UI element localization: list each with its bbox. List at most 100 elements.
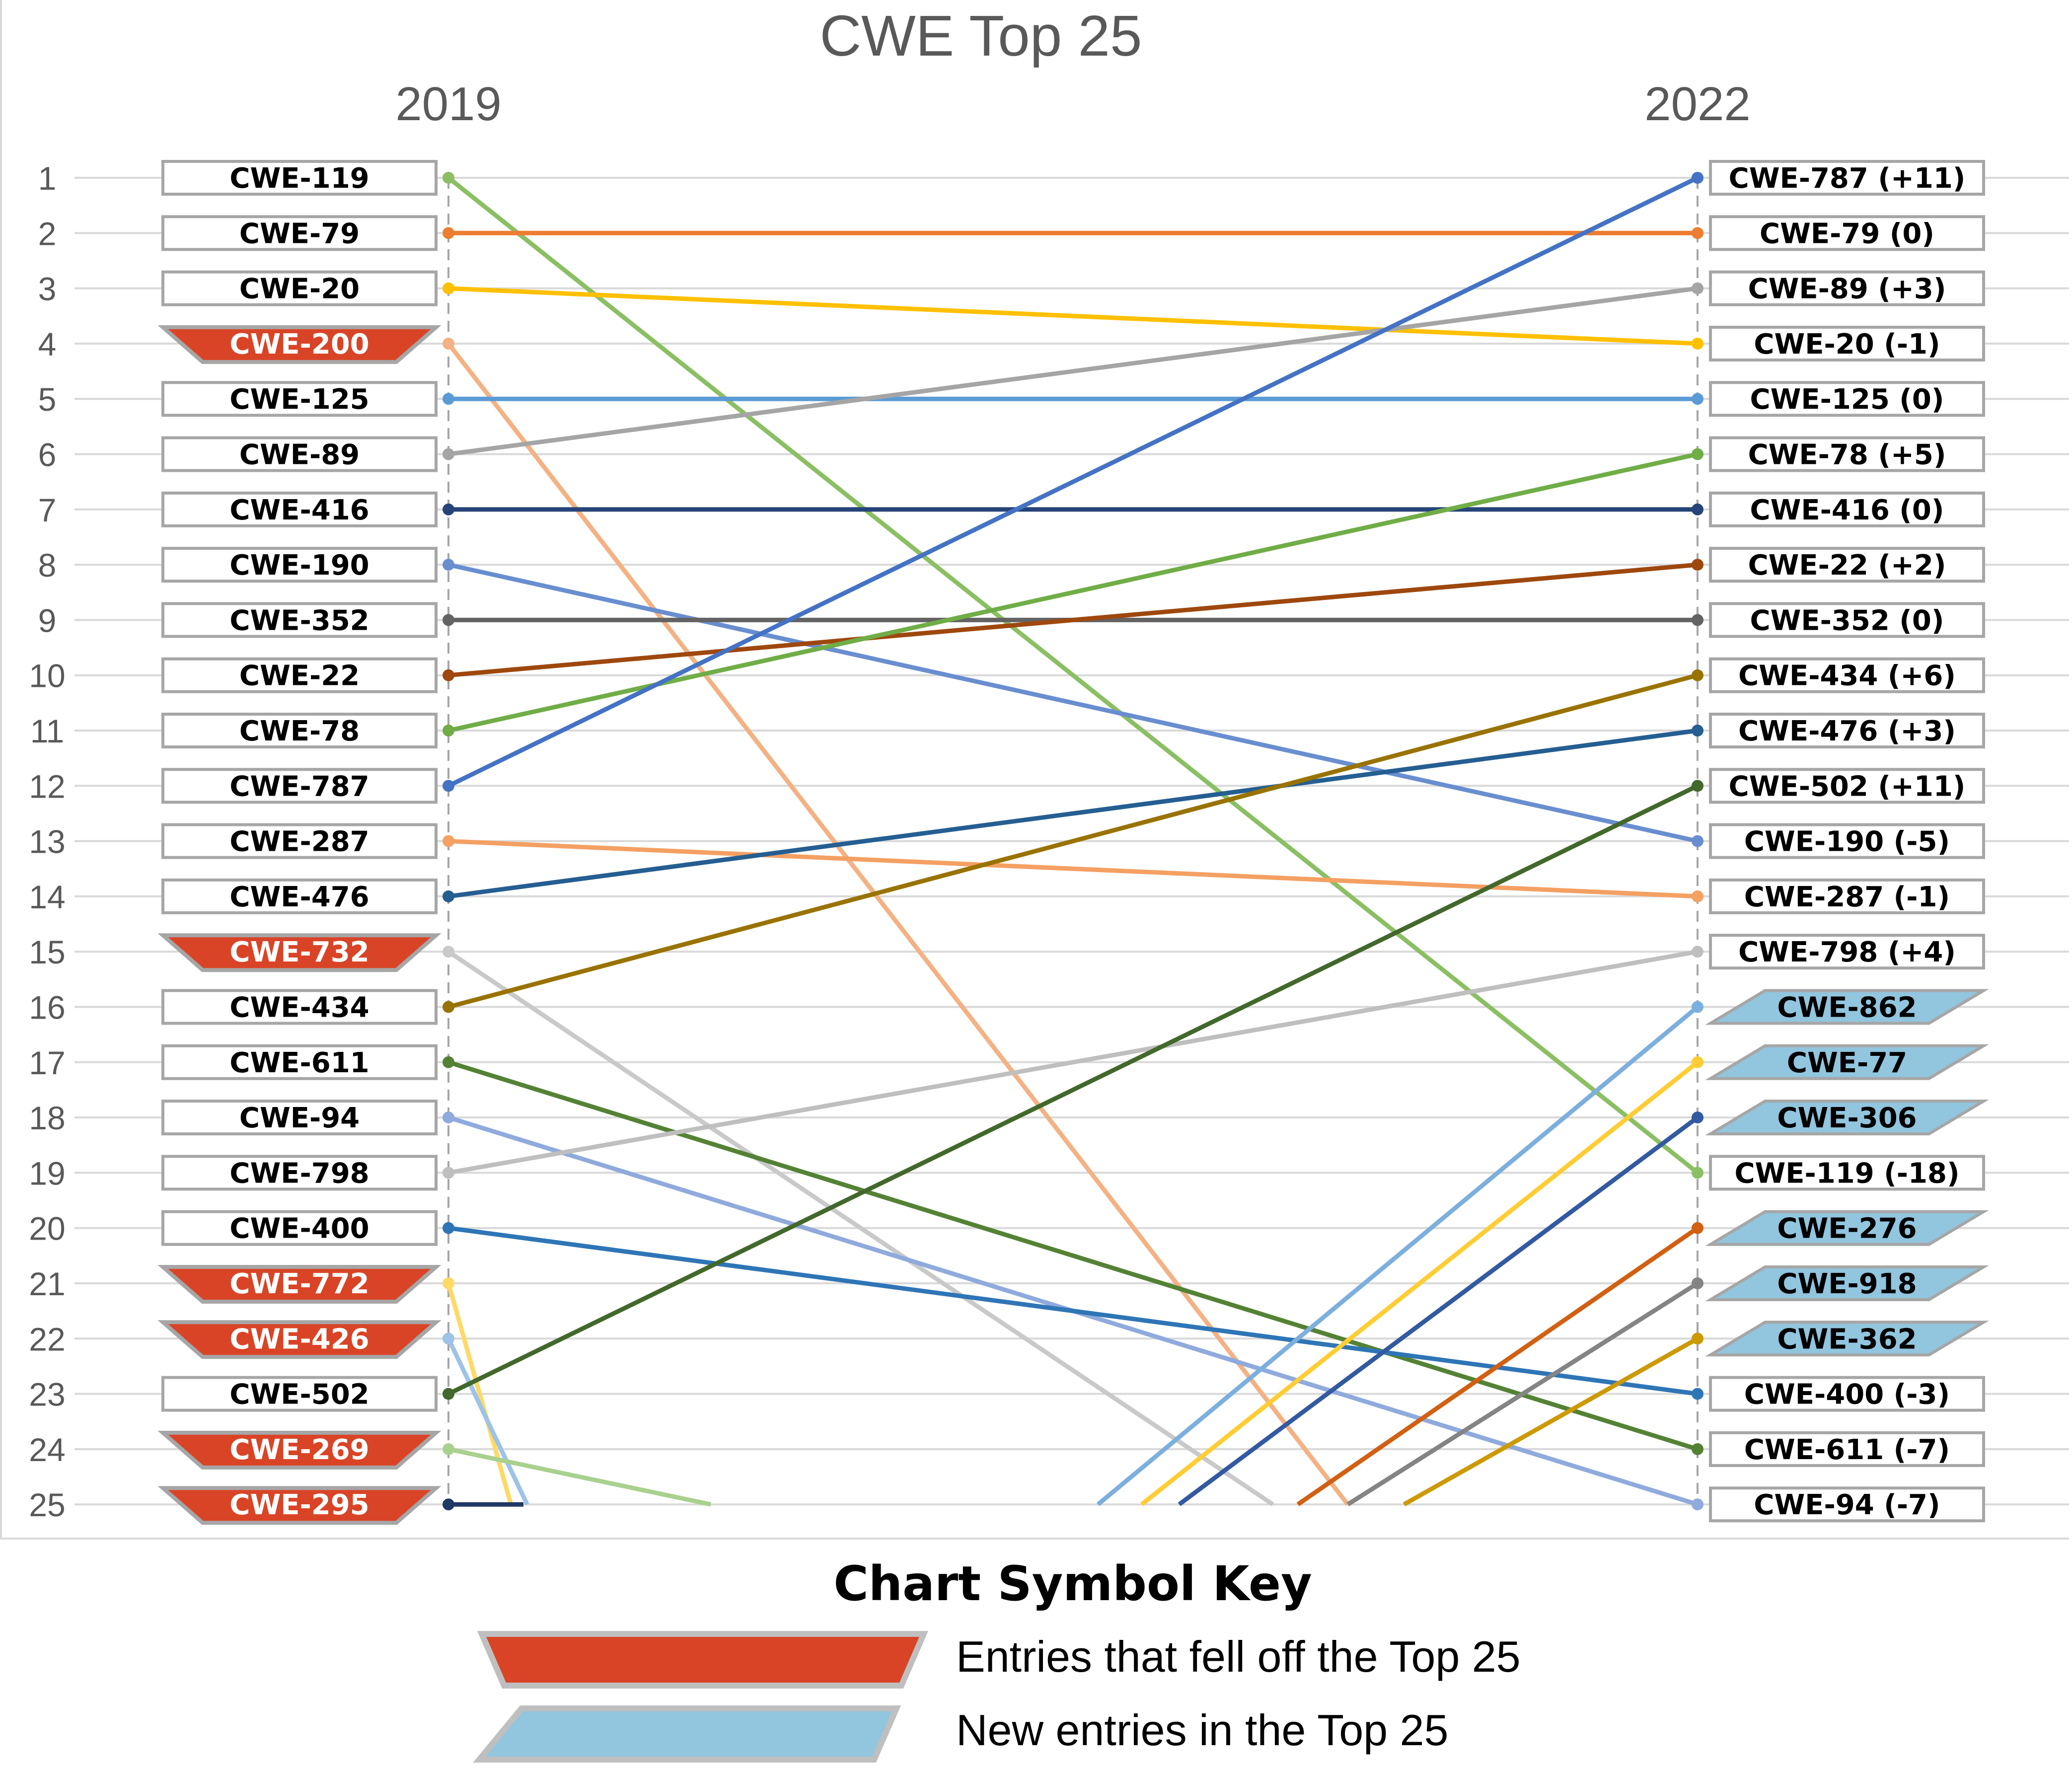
label-2022-cwe-416: CWE-416 (0) <box>1709 491 1985 527</box>
chart-area-frame <box>0 0 2069 1540</box>
fell-off-shape <box>157 1430 442 1470</box>
series-line-cwe-276 <box>1296 1226 1699 1506</box>
label-text: CWE-416 <box>229 494 369 526</box>
label-box <box>161 768 438 804</box>
point-2022-cwe-276 <box>1692 1222 1703 1234</box>
label-2022-cwe-611: CWE-611 (-7) <box>1709 1431 1985 1467</box>
label-text: CWE-295 <box>229 1489 369 1521</box>
label-box <box>161 491 438 527</box>
label-2019-cwe-78: CWE-78 <box>161 713 438 748</box>
label-text: CWE-611 <box>229 1047 369 1079</box>
label-text: CWE-22 <box>239 660 360 692</box>
series-line-cwe-119 <box>447 176 1699 1175</box>
point-2022-cwe-434 <box>1692 669 1703 681</box>
label-2019-cwe-200: CWE-200 <box>157 325 442 364</box>
label-text: CWE-89 <box>239 439 360 471</box>
label-2022-cwe-502: CWE-502 (+11) <box>1709 768 1985 804</box>
point-2022-cwe-306 <box>1692 1111 1703 1124</box>
rank-tick-label: 10 <box>29 658 65 694</box>
label-text: CWE-732 <box>229 936 369 968</box>
label-box <box>1709 1376 1985 1412</box>
label-text: CWE-287 <box>229 826 369 858</box>
label-text: CWE-787 <box>229 770 369 803</box>
point-2022-cwe-798 <box>1692 946 1703 958</box>
fell-off-shape <box>157 1320 442 1359</box>
label-text: CWE-119 <box>229 162 369 195</box>
series-lines <box>443 172 1703 1511</box>
rank-tick-label: 20 <box>29 1210 65 1247</box>
label-2019-cwe-20: CWE-20 <box>161 270 438 306</box>
label-text: CWE-94 (-7) <box>1754 1489 1940 1521</box>
rank-tick-label: 24 <box>29 1431 65 1468</box>
label-2022-cwe-862: CWE-862 <box>1705 989 1989 1025</box>
label-2019-cwe-502: CWE-502 <box>161 1376 438 1412</box>
point-2022-cwe-416 <box>1692 503 1703 516</box>
point-2019-cwe-352 <box>443 614 454 626</box>
point-2019-cwe-22 <box>443 669 454 681</box>
label-2019-cwe-732: CWE-732 <box>157 933 442 972</box>
label-2022-cwe-78: CWE-78 (+5) <box>1709 436 1985 472</box>
label-box <box>1709 713 1985 748</box>
label-2022-cwe-20: CWE-20 (-1) <box>1709 325 1985 362</box>
fell-off-shape <box>157 933 442 972</box>
series-line-cwe-362 <box>1403 1336 1699 1507</box>
point-2019-cwe-89 <box>443 448 454 460</box>
rank-tick-label: 11 <box>30 713 65 749</box>
label-text: CWE-862 <box>1777 992 1917 1024</box>
series-line-cwe-798 <box>448 949 1698 1175</box>
label-text: CWE-190 <box>229 549 369 582</box>
point-2019-cwe-94 <box>443 1111 454 1124</box>
label-box <box>1709 878 1985 914</box>
point-2019-cwe-787 <box>443 780 454 792</box>
new-entry-shape <box>1705 1100 1989 1136</box>
label-text: CWE-502 <box>229 1379 369 1411</box>
rank-tick-label: 6 <box>38 437 57 473</box>
label-box <box>161 878 438 914</box>
label-box <box>1709 215 1985 251</box>
label-2022-cwe-94: CWE-94 (-7) <box>1709 1486 1985 1523</box>
label-text: CWE-362 <box>1777 1323 1917 1355</box>
series-line-cwe-476 <box>448 728 1698 899</box>
point-2019-cwe-426 <box>443 1332 454 1345</box>
point-2019-cwe-125 <box>443 393 454 405</box>
label-text: CWE-611 (-7) <box>1744 1434 1950 1466</box>
label-text: CWE-20 (-1) <box>1754 328 1940 361</box>
rank-tick-label: 8 <box>38 547 57 584</box>
point-2022-cwe-190 <box>1692 835 1703 847</box>
label-2019-cwe-787: CWE-787 <box>161 768 438 804</box>
label-text: CWE-22 (+2) <box>1748 549 1946 582</box>
label-2019-cwe-190: CWE-190 <box>161 547 438 583</box>
point-2022-cwe-125 <box>1692 393 1703 405</box>
point-2022-cwe-79 <box>1692 227 1703 239</box>
label-box <box>1709 547 1985 583</box>
label-box <box>1709 491 1985 527</box>
label-box <box>1709 823 1985 859</box>
point-2022-cwe-77 <box>1692 1056 1703 1068</box>
rank-tick-label: 2 <box>38 215 57 252</box>
series-line-cwe-862 <box>1096 1005 1699 1506</box>
label-text: CWE-798 <box>229 1157 369 1189</box>
point-2019-cwe-119 <box>443 172 454 184</box>
point-2019-cwe-798 <box>443 1167 454 1179</box>
label-box <box>161 1210 438 1246</box>
label-box <box>161 381 438 417</box>
point-2022-cwe-918 <box>1692 1277 1703 1289</box>
series-line-cwe-426 <box>446 1337 529 1506</box>
label-text: CWE-119 (-18) <box>1734 1157 1959 1189</box>
label-text: CWE-306 <box>1777 1102 1917 1134</box>
series-line-cwe-77 <box>1140 1060 1699 1506</box>
label-text: CWE-125 <box>229 383 369 416</box>
label-text: CWE-476 <box>229 881 369 913</box>
fell-off-shape <box>157 1265 442 1304</box>
series-line-cwe-787 <box>447 175 1699 788</box>
label-2019-cwe-426: CWE-426 <box>157 1320 442 1359</box>
label-text: CWE-787 (+11) <box>1729 162 1966 195</box>
point-2019-cwe-416 <box>443 503 454 516</box>
label-2019-cwe-119: CWE-119 <box>161 160 438 196</box>
label-text: CWE-502 (+11) <box>1729 770 1966 803</box>
point-2022-cwe-476 <box>1692 725 1703 737</box>
label-text: CWE-798 (+4) <box>1738 936 1956 968</box>
new-entry-shape <box>1705 1265 1989 1301</box>
label-text: CWE-79 (0) <box>1760 218 1934 250</box>
